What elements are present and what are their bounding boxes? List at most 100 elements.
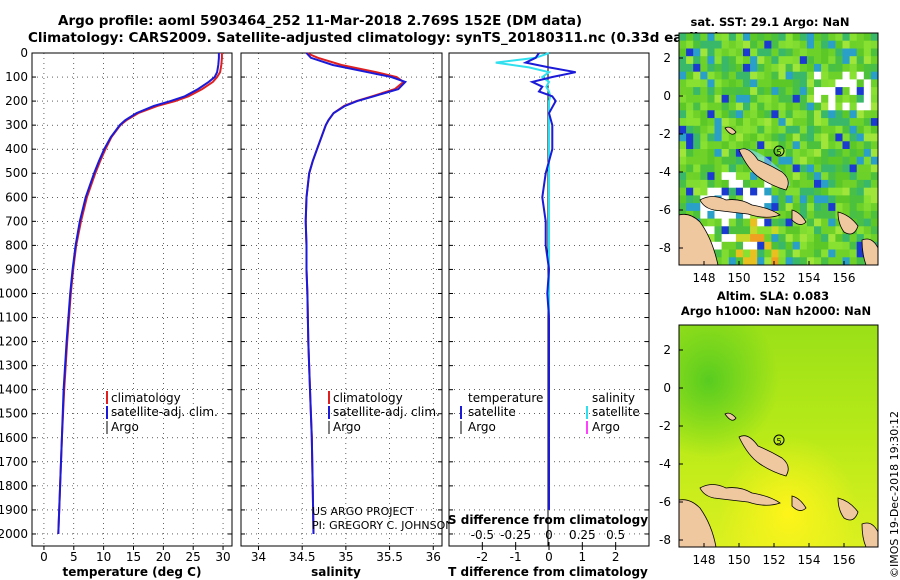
sst-cell <box>686 149 694 158</box>
sst-cell <box>835 234 843 243</box>
sst-cell <box>714 149 722 158</box>
sst-cell <box>743 56 751 65</box>
sst-cell <box>828 203 836 212</box>
sst-cell <box>764 118 772 127</box>
sst-cell <box>700 133 708 142</box>
sst-cell <box>707 218 715 227</box>
sst-cell <box>785 249 794 258</box>
sst-cell <box>679 187 687 196</box>
map-x-tick-label: 152 <box>763 553 786 567</box>
x-tick-label: 35.5 <box>376 550 403 564</box>
sst-cell <box>735 187 744 196</box>
sst-cell <box>735 40 744 49</box>
sst-cell <box>721 71 730 80</box>
sst-cell <box>792 110 801 119</box>
sst-cell <box>721 249 730 258</box>
sst-cell <box>842 79 850 88</box>
temperature-panel: 0100200300400500600700800900100011001200… <box>0 46 233 579</box>
sst-cell <box>856 218 865 227</box>
sst-cell <box>785 125 794 134</box>
x-tick-label: 34 <box>251 550 266 564</box>
sst-cell <box>721 87 730 96</box>
sst-cell <box>686 56 694 65</box>
credit-project: US ARGO PROJECT <box>312 505 414 518</box>
sst-cell <box>743 40 751 49</box>
sst-cell <box>806 63 815 72</box>
sst-cell <box>799 87 808 96</box>
sst-cell <box>856 141 865 150</box>
sst-cell <box>757 249 765 258</box>
sst-cell <box>814 195 822 204</box>
sst-cell <box>785 234 794 243</box>
sst-cell <box>792 149 801 158</box>
sst-cell <box>693 133 701 142</box>
sst-cell <box>828 187 836 196</box>
sst-cell <box>842 48 850 57</box>
sst-cell <box>750 257 758 266</box>
sst-cell <box>806 187 815 196</box>
sst-cell <box>870 71 879 80</box>
sst-cell <box>814 141 822 150</box>
sst-cell <box>693 141 701 150</box>
sst-cell <box>721 40 730 49</box>
sst-cell <box>721 234 730 243</box>
sst-cell <box>693 110 701 119</box>
sst-cell <box>750 172 758 181</box>
header-line-1: Argo profile: aoml 5903464_252 11-Mar-20… <box>58 13 583 29</box>
sst-cell <box>700 71 708 80</box>
sst-cell <box>785 71 794 80</box>
sst-cell <box>721 56 730 65</box>
sst-cell <box>735 172 744 181</box>
sst-cell <box>679 118 687 127</box>
sst-cell <box>806 203 815 212</box>
sst-cell <box>792 203 801 212</box>
sst-cell <box>686 87 694 96</box>
sst-cell <box>856 71 865 80</box>
sst-cell <box>835 164 843 173</box>
sst-cell <box>693 87 701 96</box>
sst-cell <box>785 48 794 57</box>
sst-cell <box>799 210 808 219</box>
sst-cell <box>799 79 808 88</box>
sst-cell <box>863 118 872 127</box>
sst-cell <box>842 187 850 196</box>
sst-cell <box>757 187 765 196</box>
y-tick-label: 1800 <box>0 479 28 493</box>
sst-cell <box>728 257 737 266</box>
map-x-tick-label: 156 <box>833 553 856 567</box>
sst-cell <box>821 71 829 80</box>
y-tick-label: 1400 <box>0 383 28 397</box>
sst-cell <box>771 149 779 158</box>
sst-cell <box>835 94 843 103</box>
sst-cell <box>849 187 858 196</box>
sst-cell <box>764 149 772 158</box>
sst-cell <box>693 164 701 173</box>
sst-cell <box>828 172 836 181</box>
sst-cell <box>700 125 708 134</box>
sst-cell <box>821 257 829 266</box>
sst-cell <box>700 79 708 88</box>
sst-cell <box>679 63 687 72</box>
sst-cell <box>821 172 829 181</box>
y-tick-label: 1300 <box>0 359 28 373</box>
sst-cell <box>814 133 822 142</box>
sst-cell <box>842 203 850 212</box>
sst-cell <box>842 125 850 134</box>
sst-cell <box>778 94 786 103</box>
sst-cell <box>700 156 708 165</box>
salinity-axis-label: salinity <box>311 565 361 579</box>
sst-cell <box>792 172 801 181</box>
legend-salinity-satellite: satellite <box>592 405 640 419</box>
sst-cell <box>778 164 786 173</box>
sst-cell <box>856 118 865 127</box>
sst-cell <box>778 149 786 158</box>
sst-cell <box>792 71 801 80</box>
sst-cell <box>750 218 758 227</box>
sst-cell <box>778 133 786 142</box>
sst-cell <box>757 94 765 103</box>
sst-cell <box>778 218 786 227</box>
sst-cell <box>778 249 786 258</box>
sst-cell <box>870 133 879 142</box>
s-tick-label: 0.25 <box>569 528 596 542</box>
sst-cell <box>863 56 872 65</box>
